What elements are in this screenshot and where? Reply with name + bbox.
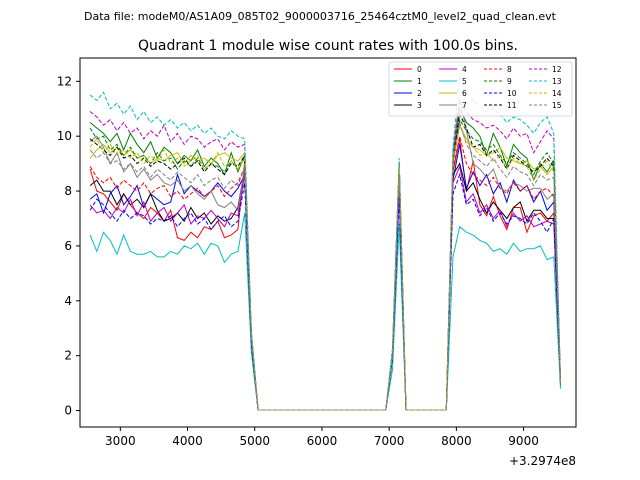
x-tick-label: 6000 (307, 434, 338, 448)
y-tick-label: 12 (57, 74, 72, 88)
legend-label-0: 0 (417, 65, 422, 74)
legend-label-3: 3 (417, 101, 422, 110)
y-axis: 0 2 4 6 8 10 12 (57, 74, 80, 418)
legend-label-10: 10 (507, 89, 517, 98)
chart-title: Quadrant 1 module wise count rates with … (138, 38, 518, 54)
series-line-9 (89, 118, 561, 411)
x-axis: 3000 4000 5000 6000 7000 8000 9000 (105, 427, 539, 448)
series-line-15 (89, 122, 561, 411)
legend-label-9: 9 (507, 77, 512, 86)
x-tick-label: 9000 (508, 434, 539, 448)
series-line-3 (89, 162, 561, 411)
x-offset-label: +3.2974e8 (509, 454, 576, 468)
x-tick-label: 7000 (374, 434, 405, 448)
legend-label-15: 15 (552, 101, 562, 110)
y-tick-label: 0 (64, 404, 72, 418)
legend-label-8: 8 (507, 65, 512, 74)
x-tick-label: 8000 (441, 434, 472, 448)
legend-frame (388, 61, 573, 117)
legend-label-1: 1 (417, 77, 422, 86)
legend-label-11: 11 (507, 101, 517, 110)
series-line-8 (89, 136, 561, 411)
legend-label-6: 6 (462, 89, 467, 98)
series-line-6 (89, 123, 561, 411)
legend-label-5: 5 (462, 77, 467, 86)
legend-label-14: 14 (552, 89, 562, 98)
x-tick-label: 5000 (239, 434, 270, 448)
series-line-13 (89, 75, 561, 411)
series-line-4 (89, 164, 561, 411)
y-tick-label: 10 (57, 129, 72, 143)
series-line-5 (89, 212, 561, 411)
series-line-0 (89, 138, 561, 411)
series-layer (89, 75, 561, 411)
legend-label-12: 12 (552, 65, 562, 74)
legend-label-7: 7 (462, 101, 467, 110)
y-tick-label: 8 (64, 184, 72, 198)
y-tick-label: 6 (64, 239, 72, 253)
series-line-2 (89, 144, 561, 411)
x-tick-label: 4000 (172, 434, 203, 448)
legend-label-4: 4 (462, 65, 467, 74)
y-tick-label: 2 (64, 349, 72, 363)
x-tick-label: 3000 (105, 434, 136, 448)
legend-label-13: 13 (552, 77, 562, 86)
series-line-14 (89, 123, 561, 411)
legend-label-2: 2 (417, 89, 422, 98)
y-tick-label: 4 (64, 294, 72, 308)
plot-frame (79, 57, 577, 428)
data-file-caption: Data file: modeM0/AS1A09_085T02_90000037… (84, 10, 557, 23)
series-line-10 (89, 172, 561, 411)
series-line-11 (89, 112, 561, 411)
